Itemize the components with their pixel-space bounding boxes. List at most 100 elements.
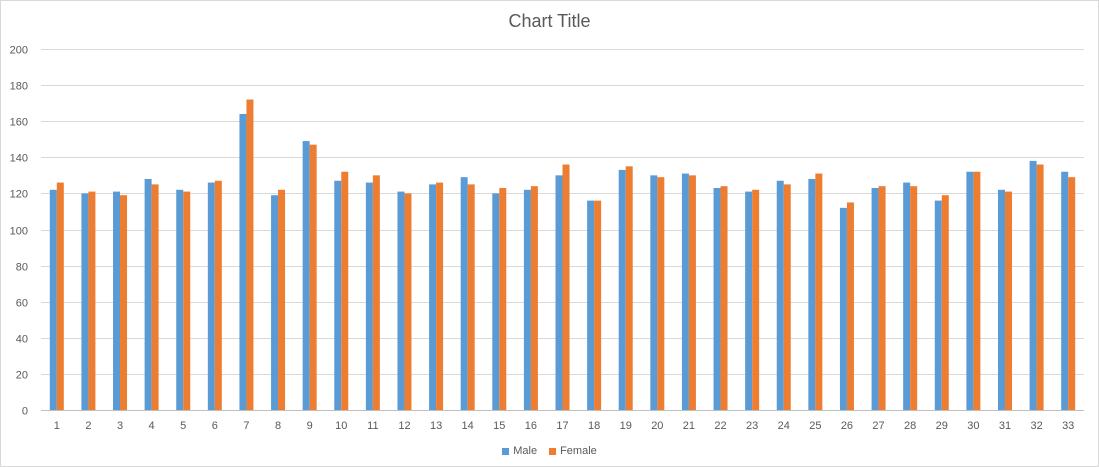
bar-female-22 bbox=[720, 186, 728, 410]
legend-swatch-female bbox=[549, 447, 557, 455]
x-tick-label: 15 bbox=[493, 420, 505, 432]
bar-male-10 bbox=[334, 180, 342, 410]
bar-female-33 bbox=[1068, 177, 1076, 410]
bar-female-7 bbox=[246, 99, 254, 410]
legend-swatch-male bbox=[502, 447, 510, 455]
x-tick-label: 1 bbox=[54, 420, 60, 432]
bar-male-24 bbox=[776, 180, 784, 410]
x-tick-label: 4 bbox=[149, 420, 155, 432]
bar-male-6 bbox=[207, 182, 215, 410]
bar-male-21 bbox=[681, 173, 689, 410]
bar-female-28 bbox=[910, 186, 918, 410]
x-tick-label: 16 bbox=[525, 420, 537, 432]
x-tick-label: 19 bbox=[620, 420, 632, 432]
bar-male-5 bbox=[176, 189, 184, 410]
legend-label-male: Male bbox=[513, 445, 538, 457]
y-tick-label: 80 bbox=[16, 262, 28, 274]
x-tick-label: 32 bbox=[1030, 420, 1042, 432]
legend-item-male: Male bbox=[502, 445, 537, 457]
bar-female-16 bbox=[530, 186, 538, 410]
x-tick-label: 30 bbox=[967, 420, 979, 432]
bar-male-22 bbox=[713, 187, 721, 410]
bar-female-12 bbox=[404, 193, 412, 410]
bar-female-10 bbox=[341, 171, 349, 410]
bar-female-2 bbox=[88, 191, 96, 410]
bar-female-6 bbox=[214, 180, 222, 410]
bar-male-9 bbox=[302, 141, 310, 410]
bar-female-5 bbox=[183, 191, 191, 410]
bar-female-17 bbox=[562, 164, 570, 410]
bar-male-29 bbox=[934, 200, 942, 410]
bar-female-19 bbox=[625, 166, 633, 410]
bar-male-3 bbox=[113, 191, 121, 410]
x-tick-label: 5 bbox=[180, 420, 186, 432]
bar-male-1 bbox=[49, 189, 57, 410]
bar-female-27 bbox=[878, 186, 886, 410]
x-axis-tick-labels: 1 2 3 4 5 6 7 8 9 10 11 12 13 14 15 16 17 18 19 20 21 22 23 24 2… bbox=[54, 420, 1075, 432]
x-tick-label: 6 bbox=[212, 420, 218, 432]
bar-female-18 bbox=[594, 200, 602, 410]
y-tick-label: 20 bbox=[16, 370, 28, 382]
bar-male-14 bbox=[460, 177, 468, 410]
x-tick-label: 12 bbox=[398, 420, 410, 432]
x-tick-label: 20 bbox=[651, 420, 663, 432]
x-tick-label: 8 bbox=[275, 420, 281, 432]
bar-female-24 bbox=[783, 184, 791, 411]
bar-female-13 bbox=[436, 182, 444, 410]
bar-female-3 bbox=[120, 195, 128, 410]
bar-female-1 bbox=[56, 182, 64, 410]
bar-female-15 bbox=[499, 187, 507, 410]
bar-female-11 bbox=[372, 175, 380, 410]
y-axis-tick-labels: 0 20 40 60 80 100 120 140 160 180 200 bbox=[10, 45, 28, 418]
bar-male-7 bbox=[239, 113, 247, 410]
bar-male-18 bbox=[587, 200, 595, 410]
bar-female-14 bbox=[467, 184, 475, 411]
y-tick-label: 0 bbox=[22, 406, 28, 418]
bar-female-4 bbox=[151, 184, 159, 411]
bar-male-25 bbox=[808, 178, 816, 410]
bar-female-20 bbox=[657, 177, 665, 410]
x-tick-label: 33 bbox=[1062, 420, 1074, 432]
bar-male-4 bbox=[144, 178, 152, 410]
x-tick-label: 17 bbox=[556, 420, 568, 432]
bar-male-28 bbox=[903, 182, 911, 410]
bar-male-19 bbox=[618, 169, 626, 410]
bar-female-21 bbox=[688, 175, 696, 410]
x-tick-label: 3 bbox=[117, 420, 123, 432]
bar-male-31 bbox=[997, 189, 1005, 410]
y-tick-label: 120 bbox=[10, 189, 28, 201]
legend: Male Female bbox=[1, 445, 1098, 457]
x-tick-label: 28 bbox=[904, 420, 916, 432]
chart-title: Chart Title bbox=[508, 11, 591, 31]
y-tick-label: 140 bbox=[10, 153, 28, 165]
bar-male-30 bbox=[966, 171, 974, 410]
bar-female-31 bbox=[1004, 191, 1012, 410]
x-tick-label: 31 bbox=[999, 420, 1011, 432]
x-tick-label: 7 bbox=[243, 420, 249, 432]
legend-label-female: Female bbox=[560, 445, 597, 457]
bar-male-8 bbox=[271, 195, 279, 410]
x-tick-label: 10 bbox=[335, 420, 347, 432]
bar-male-32 bbox=[1029, 160, 1037, 410]
y-tick-label: 40 bbox=[16, 334, 28, 346]
x-tick-label: 22 bbox=[714, 420, 726, 432]
bar-male-17 bbox=[555, 175, 563, 410]
y-tick-label: 100 bbox=[10, 226, 28, 238]
x-tick-label: 26 bbox=[841, 420, 853, 432]
x-tick-label: 18 bbox=[588, 420, 600, 432]
bars bbox=[49, 99, 1076, 411]
y-tick-label: 60 bbox=[16, 298, 28, 310]
bar-male-16 bbox=[523, 189, 531, 410]
bar-female-26 bbox=[846, 202, 854, 410]
x-tick-label: 24 bbox=[778, 420, 790, 432]
bar-male-27 bbox=[871, 187, 879, 410]
x-tick-label: 29 bbox=[936, 420, 948, 432]
x-tick-label: 2 bbox=[85, 420, 91, 432]
bar-female-25 bbox=[815, 173, 823, 410]
bar-male-2 bbox=[81, 193, 89, 410]
x-tick-label: 23 bbox=[746, 420, 758, 432]
bar-female-29 bbox=[941, 195, 949, 410]
bar-male-15 bbox=[492, 193, 500, 410]
